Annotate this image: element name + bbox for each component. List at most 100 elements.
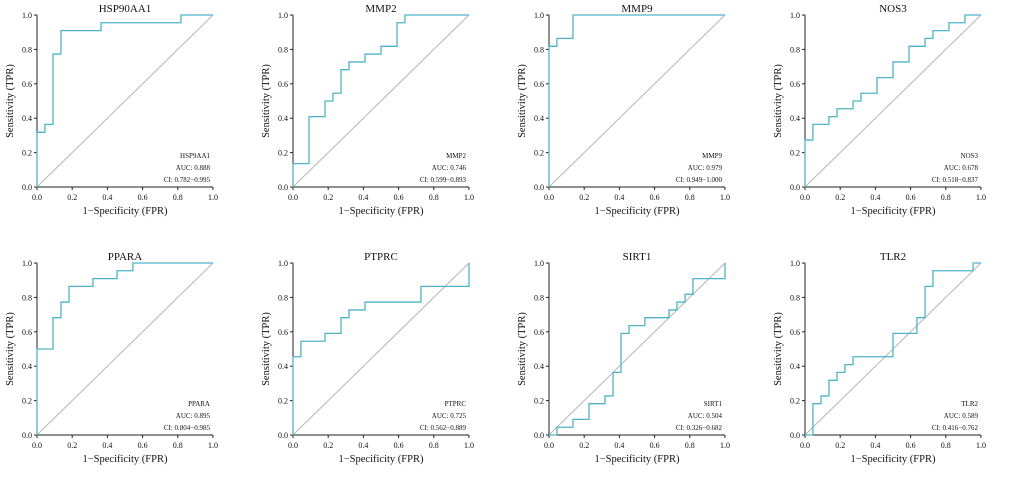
legend-ci-value: CI: 0.599−0.893 xyxy=(420,176,467,184)
roc-panel-tlr2: 0.0 0.2 0.4 0.6 0.8 1.0 0.0 0.2 0.4 0.6 0.8 1.0 TLR2… xyxy=(768,248,1024,496)
roc-curve-line xyxy=(36,262,213,435)
y-tick-label: 1.0 xyxy=(534,259,544,268)
y-tick-label: 1.0 xyxy=(790,259,800,268)
y-tick-label: 0.0 xyxy=(790,183,800,192)
legend-ci-value: CI: 0.562−0.889 xyxy=(420,424,467,432)
roc-curve-line xyxy=(804,14,981,187)
y-tick-label: 0.4 xyxy=(534,362,544,371)
y-tick-label: 0.6 xyxy=(278,80,288,89)
y-axis-label: Sensitivity (TPR) xyxy=(517,64,528,138)
chart-title: PTPRC xyxy=(364,251,398,263)
x-axis-label: 1−Specificity (FPR) xyxy=(851,206,936,217)
y-tick-label: 0.6 xyxy=(534,328,544,337)
y-axis-label: Sensitivity (TPR) xyxy=(261,312,272,386)
y-axis-label: Sensitivity (TPR) xyxy=(261,64,272,138)
y-tick-label: 1.0 xyxy=(22,11,32,20)
x-tick-label: 1.0 xyxy=(464,193,474,202)
y-axis-label: Sensitivity (TPR) xyxy=(5,64,16,138)
x-tick-label: 0.0 xyxy=(32,441,42,450)
x-tick-label: 0.2 xyxy=(835,193,845,202)
chance-diagonal-line xyxy=(548,262,726,436)
y-tick-label: 0.4 xyxy=(278,114,288,123)
legend-auc-value: AUC: 0.504 xyxy=(688,412,723,420)
y-tick-label: 0.0 xyxy=(22,183,32,192)
y-tick-label: 0.6 xyxy=(790,328,800,337)
x-tick-label: 0.8 xyxy=(173,441,183,450)
chart-title: HSP90AA1 xyxy=(99,3,152,15)
chance-diagonal-line xyxy=(36,262,214,436)
y-tick-label: 0.8 xyxy=(278,45,288,54)
x-tick-label: 0.8 xyxy=(941,441,951,450)
roc-plot-svg: 0.0 0.2 0.4 0.6 0.8 1.0 0.0 0.2 0.4 0.6 0.8 1.0 MMP2… xyxy=(261,3,474,217)
y-tick-label: 0.6 xyxy=(534,80,544,89)
legend-ci-value: CI: 0.949−1.000 xyxy=(676,176,723,184)
y-tick-label: 0.2 xyxy=(22,397,32,406)
y-tick-label: 0.8 xyxy=(534,45,544,54)
roc-plot-svg: 0.0 0.2 0.4 0.6 0.8 1.0 0.0 0.2 0.4 0.6 0.8 1.0 PTPR… xyxy=(261,251,474,465)
chance-diagonal-line xyxy=(292,14,470,188)
x-tick-label: 0.2 xyxy=(323,193,333,202)
y-tick-label: 0.4 xyxy=(534,114,544,123)
chance-diagonal-line xyxy=(548,14,726,188)
legend-ci-value: CI: 0.326−0.682 xyxy=(676,424,723,432)
legend-gene-name: SIRT1 xyxy=(704,400,723,408)
legend-ci-value: CI: 0.804−0.985 xyxy=(164,424,211,432)
x-tick-label: 0.8 xyxy=(429,193,439,202)
roc-plot-svg: 0.0 0.2 0.4 0.6 0.8 1.0 0.0 0.2 0.4 0.6 0.8 1.0 PPAR… xyxy=(5,251,218,465)
y-axis-label: Sensitivity (TPR) xyxy=(517,312,528,386)
x-tick-label: 0.4 xyxy=(614,193,624,202)
y-tick-label: 1.0 xyxy=(790,11,800,20)
y-tick-label: 0.0 xyxy=(534,431,544,440)
y-axis-label: Sensitivity (TPR) xyxy=(773,312,784,386)
legend-gene-name: NOS3 xyxy=(960,152,978,160)
x-tick-label: 0.4 xyxy=(102,193,112,202)
y-tick-label: 0.2 xyxy=(278,149,288,158)
x-tick-label: 0.6 xyxy=(394,193,404,202)
legend-auc-value: AUC: 0.895 xyxy=(176,412,211,420)
roc-curve-line xyxy=(549,263,726,436)
y-axis-label: Sensitivity (TPR) xyxy=(773,64,784,138)
chance-diagonal-line xyxy=(36,14,214,188)
x-tick-label: 0.4 xyxy=(870,193,880,202)
y-tick-label: 0.4 xyxy=(278,362,288,371)
x-tick-label: 0.4 xyxy=(614,441,624,450)
legend-auc-value: AUC: 0.979 xyxy=(688,164,723,172)
y-tick-label: 0.8 xyxy=(22,293,32,302)
roc-curve-line xyxy=(36,14,213,187)
roc-plot-svg: 0.0 0.2 0.4 0.6 0.8 1.0 0.0 0.2 0.4 0.6 0.8 1.0 HSP9… xyxy=(5,3,218,217)
roc-panel-sirt1: 0.0 0.2 0.4 0.6 0.8 1.0 0.0 0.2 0.4 0.6 0.8 1.0 SIRT… xyxy=(512,248,768,496)
x-tick-label: 1.0 xyxy=(208,441,218,450)
legend-gene-name: TLR2 xyxy=(961,400,978,408)
roc-panel-hsp90aa1: 0.0 0.2 0.4 0.6 0.8 1.0 0.0 0.2 0.4 0.6 0.8 1.0 HSP9… xyxy=(0,0,256,248)
x-tick-label: 0.4 xyxy=(870,441,880,450)
legend-gene-name: PPARA xyxy=(188,400,210,408)
x-tick-label: 0.6 xyxy=(906,441,916,450)
x-tick-label: 0.8 xyxy=(941,193,951,202)
x-tick-label: 0.0 xyxy=(288,441,298,450)
x-axis-label: 1−Specificity (FPR) xyxy=(339,454,424,465)
roc-plot-svg: 0.0 0.2 0.4 0.6 0.8 1.0 0.0 0.2 0.4 0.6 0.8 1.0 TLR2… xyxy=(773,251,986,465)
x-tick-label: 0.6 xyxy=(138,193,148,202)
x-axis-label: 1−Specificity (FPR) xyxy=(83,206,168,217)
y-tick-label: 1.0 xyxy=(278,11,288,20)
x-axis-label: 1−Specificity (FPR) xyxy=(595,454,680,465)
x-tick-label: 0.4 xyxy=(102,441,112,450)
x-tick-label: 0.8 xyxy=(429,441,439,450)
chart-title: MMP2 xyxy=(365,3,396,15)
legend-auc-value: AUC: 0.725 xyxy=(432,412,467,420)
x-tick-label: 1.0 xyxy=(720,193,730,202)
roc-plot-svg: 0.0 0.2 0.4 0.6 0.8 1.0 0.0 0.2 0.4 0.6 0.8 1.0 MMP9… xyxy=(517,3,730,217)
y-tick-label: 1.0 xyxy=(534,11,544,20)
x-tick-label: 0.4 xyxy=(358,193,368,202)
legend-ci-value: CI: 0.518−0.837 xyxy=(932,176,979,184)
x-tick-label: 0.0 xyxy=(800,441,810,450)
x-axis-label: 1−Specificity (FPR) xyxy=(595,206,680,217)
x-tick-label: 0.0 xyxy=(288,193,298,202)
y-tick-label: 0.4 xyxy=(790,362,800,371)
legend-ci-value: CI: 0.782−0.995 xyxy=(164,176,211,184)
y-axis-label: Sensitivity (TPR) xyxy=(5,312,16,386)
roc-curve-line xyxy=(548,14,725,187)
x-tick-label: 0.6 xyxy=(650,193,660,202)
x-tick-label: 1.0 xyxy=(976,441,986,450)
